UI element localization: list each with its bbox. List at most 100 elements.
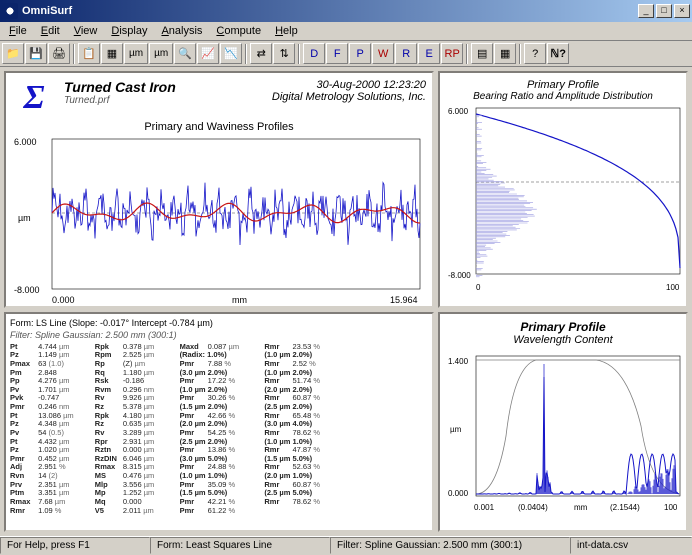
menu-view[interactable]: View: [67, 23, 105, 39]
close-button[interactable]: ×: [674, 4, 690, 18]
chart1-ymax: 6.000: [14, 137, 37, 147]
param-cell: [349, 394, 428, 403]
param-cell: RzDIN 6.046 µm: [95, 455, 174, 464]
status-filter: Filter: Spline Gaussian: 2.500 mm (300:1…: [330, 537, 570, 554]
param-cell: [349, 377, 428, 386]
param-cell: Rsk -0.186: [95, 377, 174, 386]
menu-help[interactable]: Help: [268, 23, 305, 39]
toolbar: 📁 💾 🖨 📋 ▦ µm µm 🔍 📈 📉 ⇄ ⇅ D F P W R E RP…: [0, 41, 692, 67]
tool-w-icon[interactable]: W: [372, 43, 394, 64]
chart-bearing-ratio: 6.000 -8.000 0 100: [446, 102, 684, 294]
param-cell: [349, 360, 428, 369]
chart3-title1: Primary Profile: [446, 320, 680, 334]
tool-about-icon[interactable]: ?: [524, 43, 546, 64]
param-cell: Rz 5.378 µm: [95, 403, 174, 412]
tool-d-icon[interactable]: D: [303, 43, 325, 64]
param-cell: Pz 4.348 µm: [10, 420, 89, 429]
toolbar-sep: [519, 44, 521, 64]
tool-unit-um[interactable]: µm: [124, 43, 148, 64]
tool-a-icon[interactable]: ⇄: [250, 43, 272, 64]
app-icon: [2, 3, 18, 19]
param-cell: Pz 1.149 µm: [10, 351, 89, 360]
profile-company: Digital Metrology Solutions, Inc.: [272, 91, 426, 103]
chart-wavelength: 1.400 0.000 µm 0.001 (0.0404) mm (2.1544…: [446, 346, 684, 524]
param-cell: Rpr 2.931 µm: [95, 438, 174, 447]
param-cell: [349, 455, 428, 464]
tool-layout1-icon[interactable]: ▤: [471, 43, 493, 64]
tool-copy-icon[interactable]: 📋: [78, 43, 100, 64]
tool-open-icon[interactable]: 📁: [2, 43, 24, 64]
param-cell: Rmr 52.63 %: [264, 463, 343, 472]
param-cell: Rvm 0.296 nm: [95, 386, 174, 395]
param-cell: Pz 1.020 µm: [10, 446, 89, 455]
param-cell: Rmr 47.87 %: [264, 446, 343, 455]
tool-print-icon[interactable]: 🖨: [48, 43, 70, 64]
param-cell: Pmr 42.21 %: [180, 498, 259, 507]
tool-chart2-icon[interactable]: 📉: [220, 43, 242, 64]
param-cell: Rv 9.926 µm: [95, 394, 174, 403]
params-grid: Pt 4.744 µmRpk 0.378 µmMaxd 0.087 µmRmr …: [10, 343, 428, 516]
param-cell: Pt 13.086 µm: [10, 412, 89, 421]
status-file: int-data.csv: [570, 537, 692, 554]
param-cell: Pmr 35.09 %: [180, 481, 259, 490]
param-cell: [349, 481, 428, 490]
tool-save-icon[interactable]: 💾: [25, 43, 47, 64]
tool-p-icon[interactable]: P: [349, 43, 371, 64]
chart2-xmin: 0: [476, 283, 481, 292]
chart2-title1: Primary Profile: [446, 79, 680, 91]
chart3-xmin: 0.001: [474, 503, 495, 512]
param-cell: Pmr 61.22 %: [180, 507, 259, 516]
param-cell: (Radix: 1.0%): [180, 351, 259, 360]
menu-edit[interactable]: Edit: [34, 23, 67, 39]
param-cell: Pv 54 (0.5): [10, 429, 89, 438]
chart1-ymin: -8.000: [14, 285, 40, 295]
status-form: Form: Least Squares Line: [150, 537, 330, 554]
tool-chart1-icon[interactable]: 📈: [197, 43, 219, 64]
tool-r-icon[interactable]: R: [395, 43, 417, 64]
param-cell: Rq 1.180 µm: [95, 369, 174, 378]
param-cell: Pvk -0.747: [10, 394, 89, 403]
tool-zoom-icon[interactable]: 🔍: [174, 43, 196, 64]
chart1-title: Primary and Waviness Profiles: [12, 121, 426, 133]
param-cell: Rmr 1.09 %: [10, 507, 89, 516]
tool-layout2-icon[interactable]: ▦: [494, 43, 516, 64]
menu-analysis[interactable]: Analysis: [154, 23, 209, 39]
param-cell: (1.5 µm 5.0%): [180, 489, 259, 498]
chart1-yunit: µm: [18, 213, 31, 223]
tool-f-icon[interactable]: F: [326, 43, 348, 64]
param-cell: [349, 489, 428, 498]
param-cell: (2.0 µm 2.0%): [264, 386, 343, 395]
param-cell: Pmr 0.452 µm: [10, 455, 89, 464]
param-cell: Adj 2.951 %: [10, 463, 89, 472]
chart1-xunit: mm: [232, 295, 247, 305]
menu-file[interactable]: File: [2, 23, 34, 39]
param-cell: Rpk 0.378 µm: [95, 343, 174, 352]
chart3-yunit: µm: [450, 425, 462, 434]
tool-unit-um2[interactable]: µm: [149, 43, 173, 64]
chart2-title2: Bearing Ratio and Amplitude Distribution: [446, 91, 680, 102]
status-bar: For Help, press F1 Form: Least Squares L…: [0, 536, 692, 555]
menu-compute[interactable]: Compute: [209, 23, 268, 39]
param-cell: [349, 463, 428, 472]
chart3-ymin: 0.000: [448, 489, 469, 498]
param-cell: Rmr 60.87 %: [264, 394, 343, 403]
tool-rp-icon[interactable]: RP: [441, 43, 463, 64]
param-cell: Prv 2.351 µm: [10, 481, 89, 490]
param-cell: (2.5 µm 5.0%): [264, 489, 343, 498]
menu-display[interactable]: Display: [104, 23, 154, 39]
sigma-logo: Σ: [12, 79, 56, 119]
maximize-button[interactable]: □: [656, 4, 672, 18]
chart1-xmax: 15.964: [390, 295, 418, 305]
toolbar-sep: [73, 44, 75, 64]
param-cell: Rv 3.289 µm: [95, 429, 174, 438]
minimize-button[interactable]: _: [638, 4, 654, 18]
param-cell: [349, 438, 428, 447]
param-cell: (2.5 µm 2.0%): [264, 403, 343, 412]
param-cell: [349, 446, 428, 455]
param-cell: Rmax 7.68 µm: [10, 498, 89, 507]
tool-grid-icon[interactable]: ▦: [101, 43, 123, 64]
tool-b-icon[interactable]: ⇅: [273, 43, 295, 64]
tool-help-icon[interactable]: ℕ?: [547, 43, 569, 64]
tool-e-icon[interactable]: E: [418, 43, 440, 64]
param-cell: Rp (Z) µm: [95, 360, 174, 369]
